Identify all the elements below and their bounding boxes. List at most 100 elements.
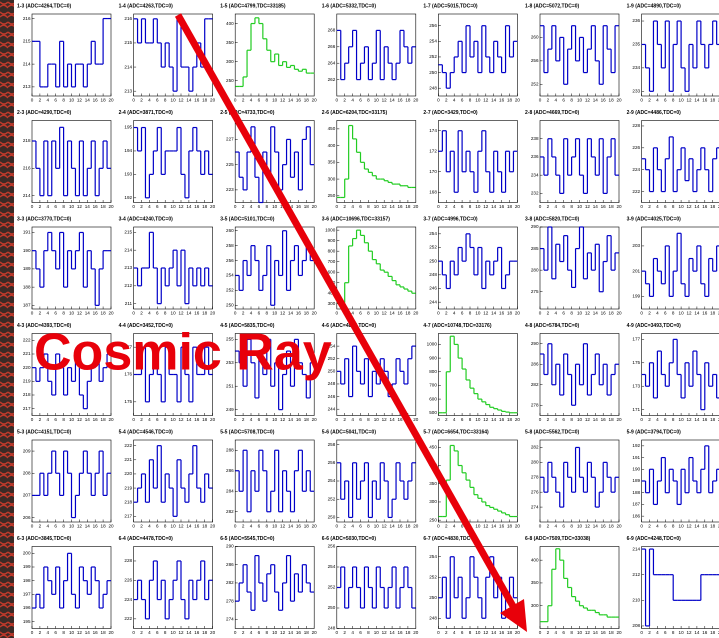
x-tick-label: 0 bbox=[336, 98, 339, 103]
x-tick-label: 16 bbox=[601, 630, 607, 635]
y-tick-label: 250 bbox=[328, 193, 336, 198]
x-tick-label: 16 bbox=[397, 524, 403, 529]
x-tick-label: 20 bbox=[108, 417, 114, 422]
x-tick-label: 18 bbox=[202, 417, 208, 422]
y-tick-label: 300 bbox=[531, 603, 539, 608]
x-tick-label: 20 bbox=[413, 311, 419, 316]
x-tick-label: 16 bbox=[601, 417, 607, 422]
y-tick-label: 250 bbox=[429, 517, 437, 522]
x-tick-label: 12 bbox=[483, 98, 489, 103]
x-tick-label: 16 bbox=[499, 98, 505, 103]
x-tick-label: 14 bbox=[288, 98, 294, 103]
x-tick-label: 0 bbox=[539, 417, 542, 422]
x-tick-label: 16 bbox=[194, 311, 200, 316]
y-tick-label: 280 bbox=[531, 460, 539, 465]
panel-title: 2-6 (ADC=6204,TDC=33175) bbox=[322, 110, 388, 116]
y-tick-label: 282 bbox=[226, 509, 234, 514]
panel: 2-6 (ADC=6204,TDC=33175)2503003504004500… bbox=[320, 108, 419, 212]
panel: 1-7 (ADC=5015,TDC=0)24825025225425602468… bbox=[421, 1, 520, 105]
y-tick-label: 217 bbox=[124, 514, 132, 519]
x-tick-label: 18 bbox=[202, 98, 208, 103]
panel: 3-4 (ADC=4240,TDC=0)21121221321421502468… bbox=[117, 214, 216, 318]
y-tick-label: 220 bbox=[124, 471, 132, 476]
y-tick-label: 286 bbox=[226, 562, 234, 567]
x-tick-label: 16 bbox=[296, 311, 302, 316]
x-tick-label: 6 bbox=[562, 417, 565, 422]
x-tick-label: 20 bbox=[616, 630, 622, 635]
x-tick-label: 0 bbox=[640, 417, 643, 422]
y-tick-label: 227 bbox=[226, 137, 234, 142]
x-tick-label: 0 bbox=[132, 204, 135, 209]
y-tick-label: 284 bbox=[226, 488, 234, 493]
x-tick-label: 6 bbox=[156, 630, 159, 635]
panel-title: 3-4 (ADC=4240,TDC=0) bbox=[119, 216, 174, 222]
x-tick-label: 0 bbox=[640, 630, 643, 635]
x-tick-label: 14 bbox=[186, 630, 192, 635]
x-tick-label: 20 bbox=[413, 524, 419, 529]
x-tick-label: 16 bbox=[194, 630, 200, 635]
x-tick-label: 18 bbox=[202, 524, 208, 529]
y-tick-label: 244 bbox=[429, 299, 437, 304]
x-tick-label: 4 bbox=[47, 204, 50, 209]
y-tick-label: 249 bbox=[226, 407, 234, 412]
panel-title: 5-8 (ADC=5562,TDC=0) bbox=[525, 429, 580, 435]
y-tick-label: 248 bbox=[328, 381, 336, 386]
x-tick-label: 18 bbox=[710, 98, 716, 103]
x-tick-label: 16 bbox=[93, 311, 99, 316]
x-tick-label: 20 bbox=[312, 204, 318, 209]
x-tick-label: 2 bbox=[140, 630, 143, 635]
y-tick-label: 274 bbox=[531, 504, 539, 509]
x-tick-label: 4 bbox=[453, 311, 456, 316]
x-tick-label: 18 bbox=[405, 630, 411, 635]
y-tick-label: 254 bbox=[226, 273, 234, 278]
x-tick-label: 0 bbox=[234, 98, 237, 103]
y-tick-label: 252 bbox=[328, 496, 336, 501]
y-tick-label: 198 bbox=[23, 578, 31, 583]
y-tick-label: 214 bbox=[124, 64, 132, 69]
y-tick-label: 172 bbox=[429, 148, 437, 153]
x-tick-label: 2 bbox=[648, 311, 651, 316]
x-tick-label: 6 bbox=[562, 98, 565, 103]
panel-title: 2-9 (ADC=4486,TDC=0) bbox=[627, 110, 682, 116]
x-tick-label: 16 bbox=[93, 417, 99, 422]
panel: 2-7 (ADC=3429,TDC=0)16817017217402468101… bbox=[421, 108, 520, 212]
x-tick-label: 20 bbox=[616, 417, 622, 422]
x-tick-label: 0 bbox=[539, 204, 542, 209]
x-tick-label: 20 bbox=[108, 311, 114, 316]
panel-title: 3-3 (ADC=3770,TDC=0) bbox=[17, 216, 72, 222]
x-tick-label: 10 bbox=[475, 98, 481, 103]
x-tick-label: 4 bbox=[555, 417, 558, 422]
x-tick-label: 6 bbox=[664, 630, 667, 635]
x-tick-label: 6 bbox=[258, 204, 261, 209]
x-tick-label: 10 bbox=[69, 311, 75, 316]
x-tick-label: 8 bbox=[672, 204, 675, 209]
panel-title: 1-6 (ADC=5332,TDC=0) bbox=[322, 3, 377, 9]
x-tick-label: 0 bbox=[234, 524, 237, 529]
x-tick-label: 2 bbox=[445, 204, 448, 209]
x-tick-label: 0 bbox=[437, 524, 440, 529]
y-tick-label: 222 bbox=[23, 338, 31, 343]
x-tick-label: 18 bbox=[101, 311, 107, 316]
x-tick-label: 8 bbox=[164, 417, 167, 422]
x-tick-label: 18 bbox=[507, 524, 513, 529]
x-tick-label: 20 bbox=[413, 98, 419, 103]
x-tick-label: 18 bbox=[710, 311, 716, 316]
x-tick-label: 0 bbox=[336, 524, 339, 529]
x-tick-label: 14 bbox=[288, 524, 294, 529]
y-tick-label: 286 bbox=[531, 361, 539, 366]
x-tick-label: 0 bbox=[640, 98, 643, 103]
x-tick-label: 6 bbox=[54, 204, 57, 209]
y-tick-label: 217 bbox=[23, 406, 31, 411]
x-tick-label: 0 bbox=[539, 630, 542, 635]
x-tick-label: 10 bbox=[679, 417, 685, 422]
y-tick-label: 258 bbox=[328, 442, 336, 447]
x-tick-label: 6 bbox=[156, 311, 159, 316]
panel: 5-8 (ADC=5562,TDC=0)27427627828028202468… bbox=[523, 427, 622, 531]
y-tick-label: 278 bbox=[531, 402, 539, 407]
x-tick-label: 12 bbox=[686, 630, 692, 635]
x-tick-label: 6 bbox=[359, 417, 362, 422]
x-tick-label: 10 bbox=[577, 204, 583, 209]
x-tick-label: 0 bbox=[640, 204, 643, 209]
x-tick-label: 0 bbox=[234, 204, 237, 209]
panel: 5-5 (ADC=5708,TDC=0)28228428628802468101… bbox=[218, 427, 317, 531]
